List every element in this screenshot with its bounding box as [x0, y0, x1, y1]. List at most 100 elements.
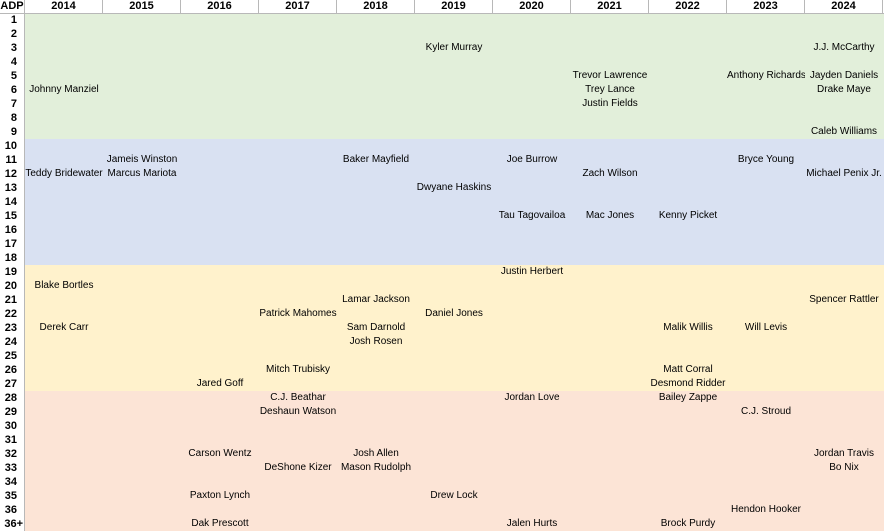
player-name-cell[interactable]: Deshaun Watson [259, 406, 337, 417]
player-name-cell[interactable]: Daniel Jones [425, 308, 483, 319]
player-name-cell[interactable]: Justin Herbert [500, 266, 564, 277]
player-name-cell[interactable]: Joe Burrow [506, 154, 558, 165]
player-name-cell[interactable]: DeShone Kizer [264, 462, 332, 473]
player-name-cell[interactable]: Marcus Mariota [107, 168, 177, 179]
year-header-2021[interactable]: 2021 [571, 0, 649, 13]
adp-row-label[interactable]: 23 [4, 322, 17, 334]
year-header-2024[interactable]: 2024 [805, 0, 883, 13]
adp-row-label[interactable]: 12 [4, 168, 17, 180]
player-name-cell[interactable]: Tau Tagovailoa [498, 210, 566, 221]
player-name-cell[interactable]: Kenny Picket [658, 210, 718, 221]
player-name-cell[interactable]: Will Levis [744, 322, 788, 333]
player-name-cell[interactable]: Michael Penix Jr. [806, 168, 882, 179]
player-name-cell[interactable]: Matt Corral [663, 364, 713, 375]
adp-row-label[interactable]: 3 [10, 42, 17, 54]
player-name-cell[interactable]: Jordan Travis [813, 448, 875, 459]
player-name-cell[interactable]: Trey Lance [585, 84, 635, 95]
player-name-cell[interactable]: Drew Lock [430, 490, 478, 501]
adp-row-label[interactable]: 14 [4, 196, 17, 208]
adp-row-label[interactable]: 9 [10, 126, 17, 138]
player-name-cell[interactable]: Josh Rosen [349, 336, 403, 347]
adp-row-label[interactable]: 7 [10, 98, 17, 110]
adp-row-label[interactable]: 24 [4, 336, 17, 348]
adp-row-label[interactable]: 5 [10, 70, 17, 82]
player-name-cell[interactable]: Anthony Richardson [727, 70, 805, 81]
adp-header[interactable]: ADP [0, 0, 25, 13]
adp-row-label[interactable]: 27 [4, 378, 17, 390]
year-header-2020[interactable]: 2020 [493, 0, 571, 13]
player-name-cell[interactable]: Caleb Williams [810, 126, 878, 137]
adp-row-label[interactable]: 30 [4, 420, 17, 432]
player-name-cell[interactable]: Dwyane Haskins [416, 182, 492, 193]
adp-row-label[interactable]: 17 [4, 238, 17, 250]
adp-row-label[interactable]: 32 [4, 448, 17, 460]
player-name-cell[interactable]: Hendon Hooker [730, 504, 802, 515]
player-name-cell[interactable]: Mason Rudolph [340, 462, 412, 473]
player-name-cell[interactable]: Zach Wilson [582, 168, 638, 179]
adp-row-label[interactable]: 26 [4, 364, 17, 376]
player-name-cell[interactable]: Sam Darnold [346, 322, 406, 333]
adp-row-label[interactable]: 18 [4, 252, 17, 264]
player-name-cell[interactable]: Jared Goff [196, 378, 244, 389]
player-name-cell[interactable]: Jordan Love [504, 392, 560, 403]
player-name-cell[interactable]: Mac Jones [585, 210, 635, 221]
player-name-cell[interactable]: Justin Fields [582, 98, 638, 109]
year-header-2014[interactable]: 2014 [25, 0, 103, 13]
adp-row-label[interactable]: 20 [4, 280, 17, 292]
player-name-cell[interactable]: Jalen Hurts [506, 518, 558, 529]
player-name-cell[interactable]: Blake Bortles [34, 280, 94, 291]
player-name-cell[interactable]: Drake Maye [817, 84, 871, 95]
adp-row-label[interactable]: 31 [4, 434, 17, 446]
adp-row-label[interactable]: 6 [10, 84, 17, 96]
player-name-cell[interactable]: Bailey Zappe [658, 392, 718, 403]
adp-row-label[interactable]: 35 [4, 490, 17, 502]
adp-row-label[interactable]: 8 [10, 112, 17, 124]
player-name-cell[interactable]: Baker Mayfield [342, 154, 410, 165]
player-name-cell[interactable]: Carson Wentz [188, 448, 252, 459]
player-name-cell[interactable]: C.J. Beathar [270, 392, 326, 403]
adp-row-label[interactable]: 4 [10, 56, 17, 68]
adp-row-label[interactable]: 33 [4, 462, 17, 474]
player-name-cell[interactable]: Trevor Lawrence [572, 70, 648, 81]
adp-row-label[interactable]: 36+ [4, 518, 23, 530]
adp-row-label[interactable]: 28 [4, 392, 17, 404]
adp-row-label[interactable]: 11 [5, 154, 17, 166]
player-name-cell[interactable]: J.J. McCarthy [813, 42, 875, 53]
player-name-cell[interactable]: C.J. Stroud [740, 406, 792, 417]
adp-row-label[interactable]: 10 [4, 140, 17, 152]
player-name-cell[interactable]: Mitch Trubisky [266, 364, 330, 375]
player-name-cell[interactable]: Patrick Mahomes [259, 308, 337, 319]
year-header-2023[interactable]: 2023 [727, 0, 805, 13]
year-header-2016[interactable]: 2016 [181, 0, 259, 13]
year-header-2017[interactable]: 2017 [259, 0, 337, 13]
adp-row-label[interactable]: 36 [4, 504, 17, 516]
player-name-cell[interactable]: Jameis Winston [106, 154, 178, 165]
year-header-2018[interactable]: 2018 [337, 0, 415, 13]
player-name-cell[interactable]: Desmond Ridder [650, 378, 726, 389]
adp-row-label[interactable]: 13 [4, 182, 17, 194]
adp-row-label[interactable]: 15 [4, 210, 17, 222]
player-name-cell[interactable]: Lamar Jackson [342, 294, 410, 305]
adp-row-label[interactable]: 34 [4, 476, 17, 488]
adp-row-label[interactable]: 2 [10, 28, 17, 40]
adp-row-label[interactable]: 1 [10, 14, 17, 26]
adp-row-label[interactable]: 19 [4, 266, 17, 278]
player-name-cell[interactable]: Brock Purdy [660, 518, 716, 529]
player-name-cell[interactable]: Spencer Rattler [809, 294, 879, 305]
adp-row-label[interactable]: 29 [4, 406, 17, 418]
adp-row-label[interactable]: 21 [4, 294, 17, 306]
player-name-cell[interactable]: Jayden Daniels [809, 70, 879, 81]
adp-row-label[interactable]: 16 [4, 224, 17, 236]
year-header-2015[interactable]: 2015 [103, 0, 181, 13]
player-name-cell[interactable]: Dak Prescott [191, 518, 249, 529]
year-header-2019[interactable]: 2019 [415, 0, 493, 13]
player-name-cell[interactable]: Bryce Young [737, 154, 795, 165]
player-name-cell[interactable]: Derek Carr [39, 322, 89, 333]
player-name-cell[interactable]: Paxton Lynch [189, 490, 251, 501]
player-name-cell[interactable]: Josh Allen [353, 448, 399, 459]
year-header-2022[interactable]: 2022 [649, 0, 727, 13]
adp-row-label[interactable]: 22 [4, 308, 17, 320]
player-name-cell[interactable]: Johnny Manziel [29, 84, 99, 95]
player-name-cell[interactable]: Teddy Bridewater [25, 168, 103, 179]
player-name-cell[interactable]: Kyler Murray [425, 42, 483, 53]
